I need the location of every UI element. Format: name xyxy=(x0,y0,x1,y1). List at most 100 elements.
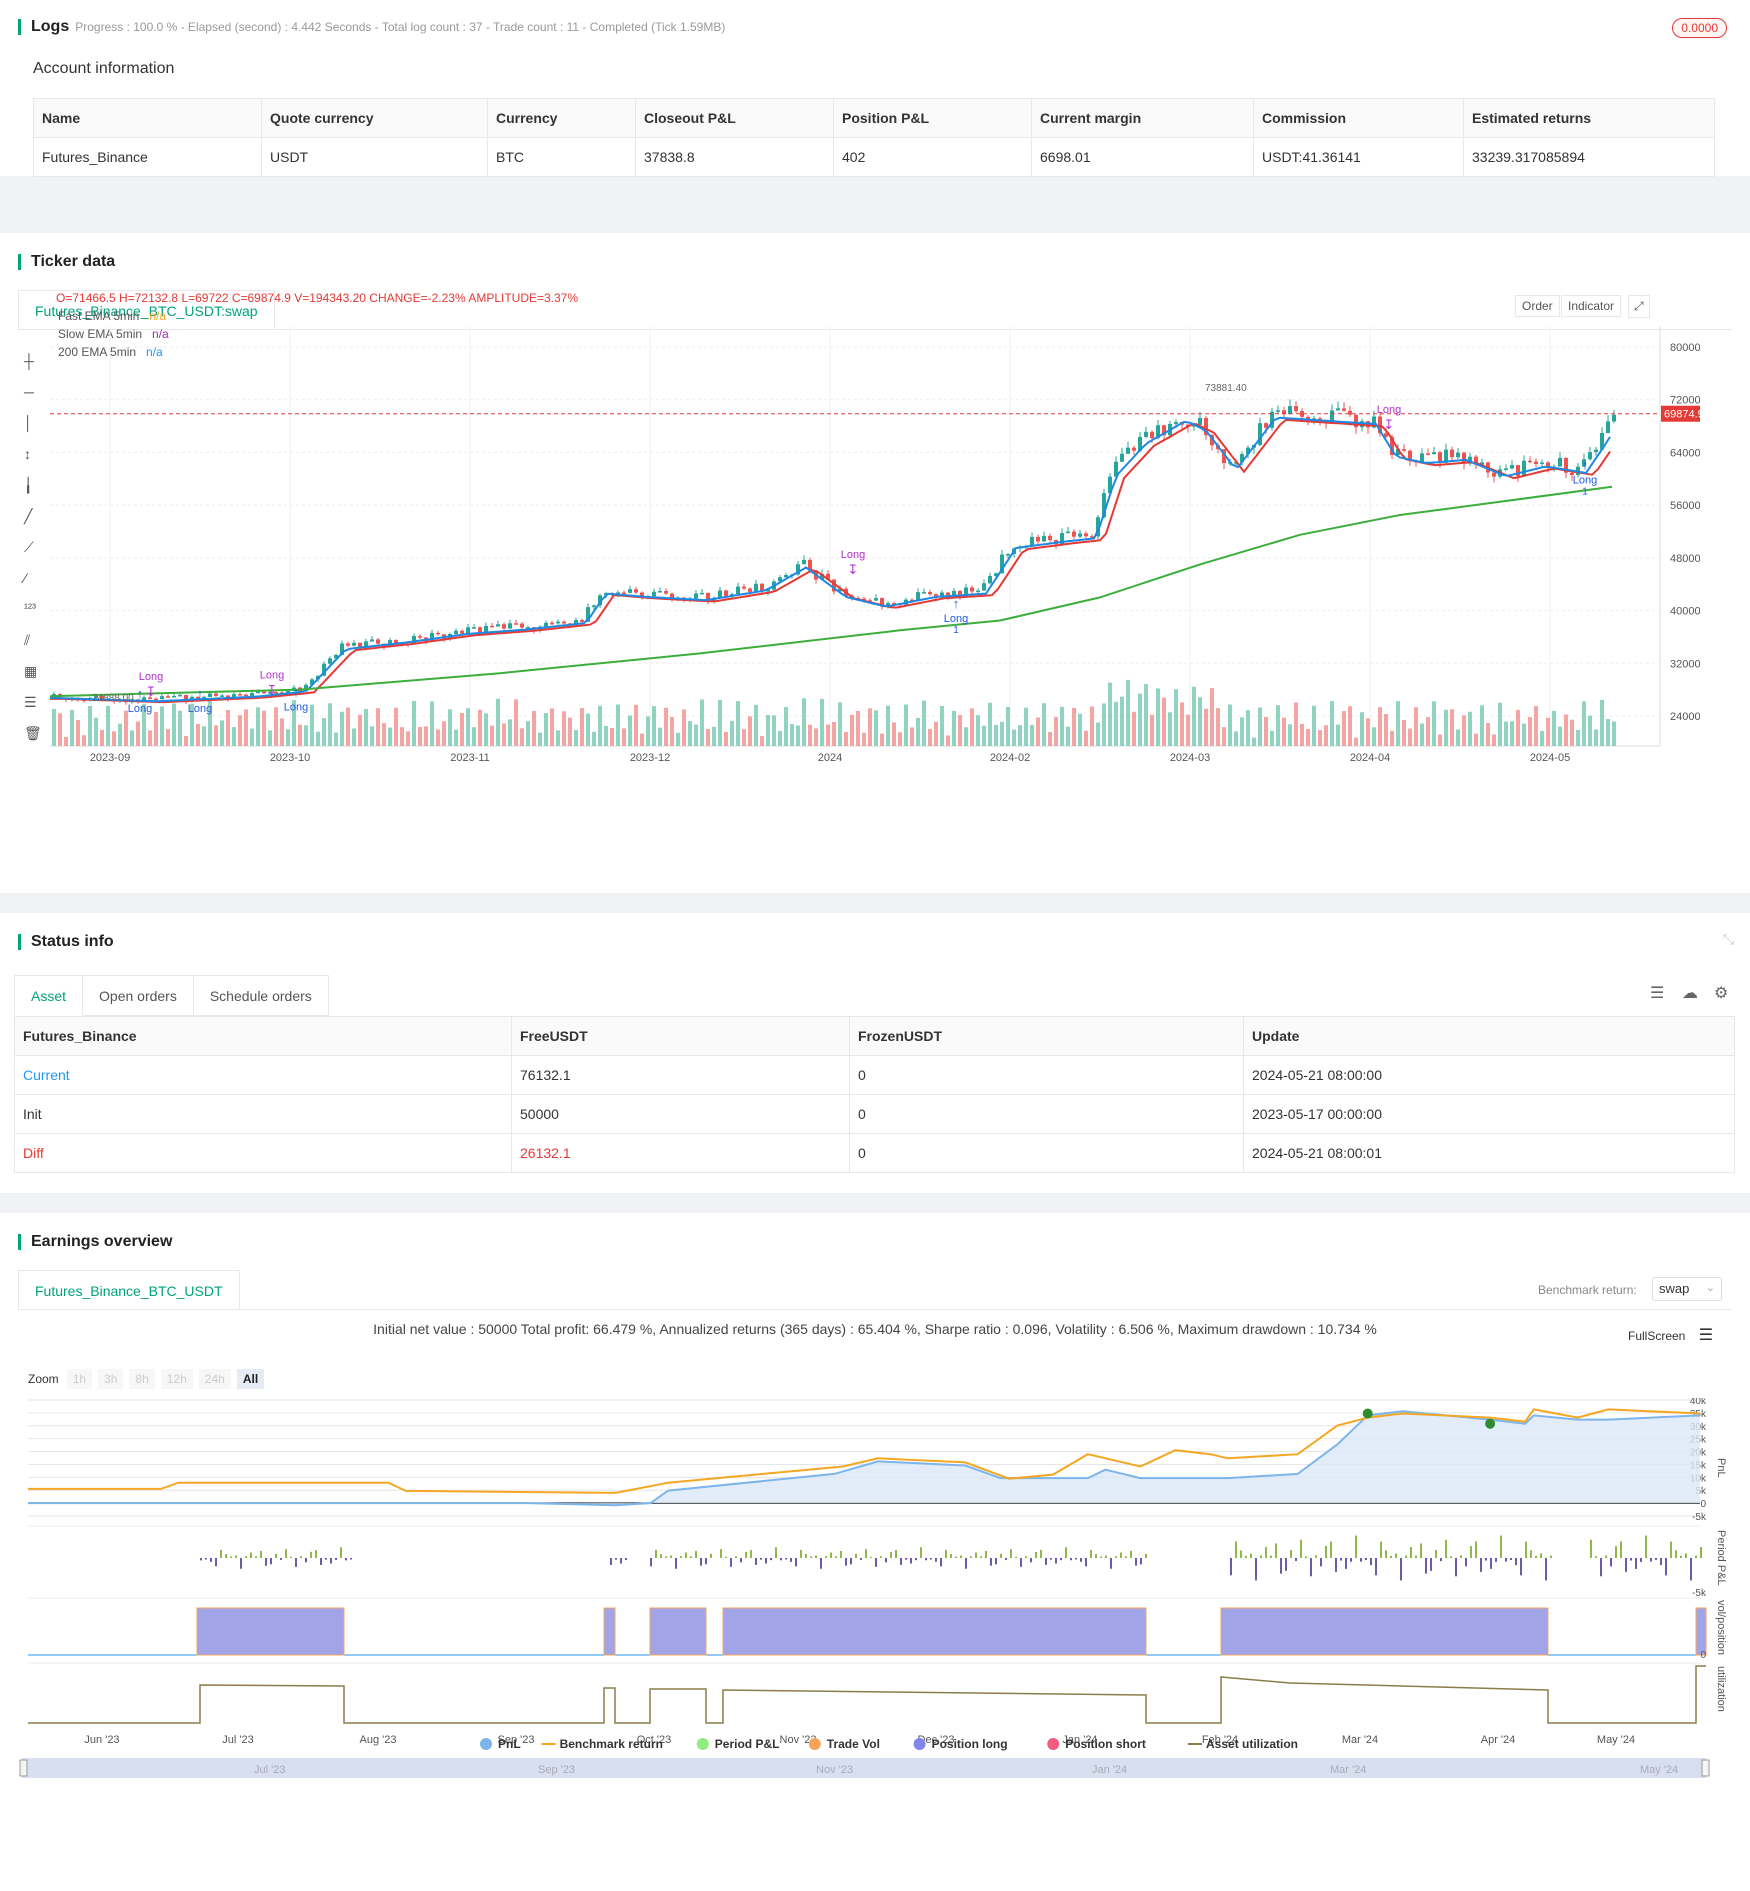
zoom-option[interactable]: All xyxy=(236,1369,265,1389)
period-bar xyxy=(330,1558,332,1564)
volume-bar xyxy=(136,721,140,746)
earnings-x-tick: Jan '24 xyxy=(1062,1734,1097,1746)
pnl-tick-label: -5k xyxy=(1692,1512,1707,1523)
volume-bar xyxy=(88,705,92,746)
parallel-channel-tool-icon[interactable]: ⫽ xyxy=(24,632,31,648)
status-tab[interactable]: Open orders xyxy=(83,975,194,1016)
earnings-x-tick: Aug '23 xyxy=(360,1734,397,1746)
vertical-line-tool-icon[interactable]: │ xyxy=(24,415,33,431)
volume-bar xyxy=(802,698,806,746)
price-label-tool-icon[interactable]: ¹²³ xyxy=(24,601,36,615)
candle-body xyxy=(862,598,866,601)
period-bar xyxy=(1260,1555,1262,1558)
logs-panel: Logs Progress : 100.0 % - Elapsed (secon… xyxy=(0,0,1750,177)
drawing-toolbar: ┼ ─ │ ↕ ╽ ╱ ⟋ ⁄ ¹²³ ⫽ ▦ ☰ 🗑 xyxy=(24,353,46,756)
candle-body xyxy=(718,590,722,598)
earnings-legend-item[interactable]: Position short xyxy=(1047,1737,1146,1751)
volume-bar xyxy=(1510,721,1514,746)
expand-icon[interactable]: ⤢ xyxy=(1628,295,1650,318)
period-bar xyxy=(200,1558,202,1561)
vertical-arrow-tool-icon[interactable]: ↕ xyxy=(24,446,31,462)
extended-line-tool-icon[interactable]: ⁄ xyxy=(24,570,27,586)
entry-arrow-icon: ↑ xyxy=(197,686,204,701)
benchmark-select[interactable]: swap ⌄ xyxy=(1652,1277,1722,1301)
volume-bar xyxy=(268,730,272,746)
trend-line-tool-icon[interactable]: ╱ xyxy=(24,508,33,524)
volume-bar xyxy=(1534,705,1538,746)
navigator-handle-left[interactable] xyxy=(19,1759,28,1777)
volume-bar xyxy=(826,724,830,746)
zoom-option[interactable]: 3h xyxy=(98,1369,124,1389)
volume-bar xyxy=(1006,707,1010,746)
period-bar xyxy=(745,1551,747,1558)
period-bar xyxy=(695,1550,697,1558)
candle-body xyxy=(1390,436,1394,455)
period-bar xyxy=(1030,1558,1032,1563)
chevron-down-icon: ⌄ xyxy=(1705,1282,1715,1294)
account-header: Name xyxy=(33,98,262,138)
volume-bar xyxy=(676,732,680,746)
axis-label-utilization: utilization xyxy=(1715,1666,1727,1712)
candle-body xyxy=(808,559,812,571)
horizontal-line-tool-icon[interactable]: ─ xyxy=(24,384,34,400)
volume-bar xyxy=(334,732,338,746)
indicator-button[interactable]: Indicator xyxy=(1561,295,1622,317)
volume-bar xyxy=(1018,725,1022,746)
fib-tool-icon[interactable]: ▦ xyxy=(24,663,38,679)
volume-bar xyxy=(1540,731,1544,746)
candle-body xyxy=(388,640,392,647)
axis-label-position: vol/position xyxy=(1715,1600,1727,1655)
volume-bar xyxy=(82,735,86,746)
earnings-legend-item[interactable]: Position long xyxy=(913,1737,1008,1751)
fullscreen-button[interactable]: FullScreen ☰ xyxy=(1628,1327,1714,1344)
earnings-chart[interactable]: 40k35k30k25k20k15k10k5k0-5kPnL-5kPeriod … xyxy=(0,1398,1750,1888)
trash-icon[interactable]: 🗑 xyxy=(24,725,42,741)
earnings-legend-item[interactable]: Asset utilization xyxy=(1188,1737,1298,1751)
menu-icon[interactable]: ☰ xyxy=(1698,1327,1714,1344)
volume-bar xyxy=(1186,714,1190,746)
crosshair-tool-icon[interactable]: ┼ xyxy=(24,353,34,369)
candle-body xyxy=(1078,533,1082,537)
earnings-legend-item[interactable]: PnL xyxy=(480,1737,521,1751)
volume-bar xyxy=(844,732,848,746)
earnings-legend-item[interactable]: Trade Vol xyxy=(808,1737,880,1751)
volume-bar xyxy=(298,724,302,746)
candle-body xyxy=(652,591,656,597)
navigator-window[interactable] xyxy=(22,1758,1706,1778)
candle-body xyxy=(820,573,824,580)
fast-ema-line xyxy=(50,416,1611,703)
earnings-tab[interactable]: Futures_Binance_BTC_USDT xyxy=(18,1270,240,1310)
cloud-download-icon[interactable]: ☁ xyxy=(1682,985,1698,1002)
earnings-legend-item[interactable]: Benchmark return xyxy=(541,1737,663,1751)
status-tab[interactable]: Asset xyxy=(14,975,84,1016)
candle-body xyxy=(700,592,704,595)
list-icon[interactable]: ☰ xyxy=(1650,985,1665,1002)
candle-body xyxy=(1564,457,1568,473)
volume-bar xyxy=(838,702,842,746)
zoom-option[interactable]: 12h xyxy=(160,1369,193,1389)
vertical-segment-tool-icon[interactable]: ╽ xyxy=(24,477,33,493)
zoom-option[interactable]: 24h xyxy=(198,1369,231,1389)
candlestick-chart[interactable]: 80000.00 72000.00 64000.00 56000.00 48000.00… xyxy=(0,286,1700,886)
navigator-handle-right[interactable] xyxy=(1701,1759,1710,1777)
volume-bar xyxy=(622,728,626,746)
ticker-tab[interactable]: Futures_Binance_BTC_USDT:swap xyxy=(18,290,275,330)
candle-body xyxy=(1450,449,1454,458)
period-bar xyxy=(1020,1558,1022,1567)
volume-bar xyxy=(964,727,968,746)
ray-tool-icon[interactable]: ⟋ xyxy=(24,539,34,555)
period-bar xyxy=(1235,1541,1237,1558)
collapse-icon[interactable]: ⤡ xyxy=(1722,931,1734,947)
status-tab[interactable]: Schedule orders xyxy=(193,975,329,1016)
account-header: Closeout P&L xyxy=(635,98,834,138)
volume-bar xyxy=(1036,717,1040,746)
ohlc-readout: O=71466.5 H=72132.8 L=69722 C=69874.9 V=… xyxy=(56,291,579,305)
order-button[interactable]: Order xyxy=(1515,295,1560,317)
gear-icon[interactable]: ⚙ xyxy=(1714,985,1729,1002)
asset-header: FreeUSDT xyxy=(511,1016,850,1056)
period-bar xyxy=(305,1558,307,1563)
zoom-option[interactable]: 8h xyxy=(129,1369,155,1389)
zoom-option[interactable]: 1h xyxy=(66,1369,93,1389)
earnings-legend-item[interactable]: Period P&L xyxy=(696,1737,780,1751)
lines-tool-icon[interactable]: ☰ xyxy=(24,694,37,710)
